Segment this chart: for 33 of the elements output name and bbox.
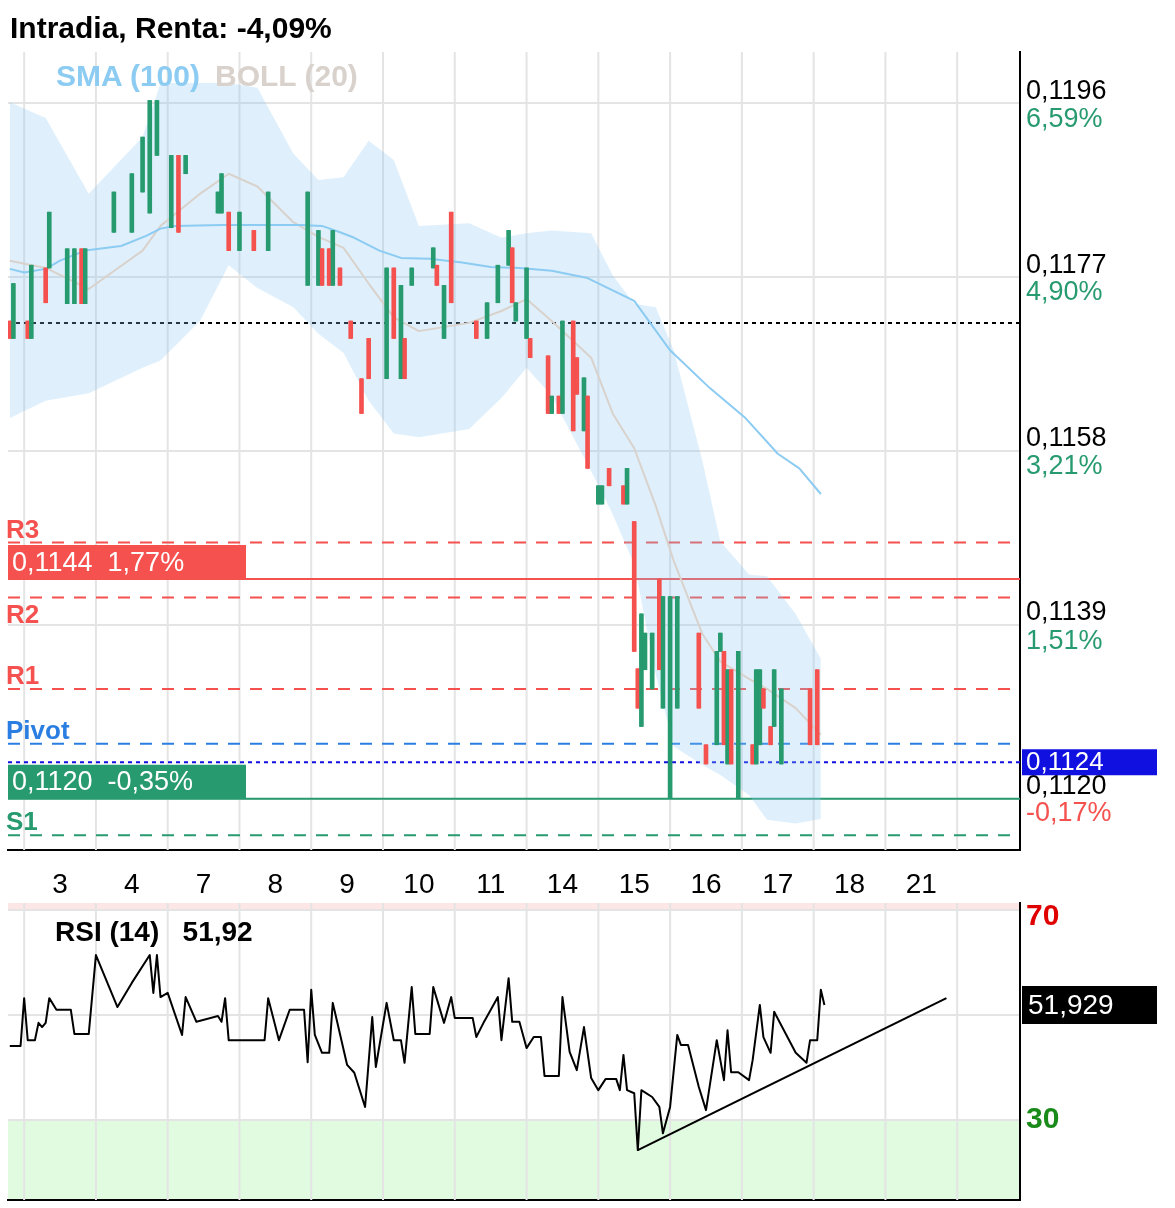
ref-line-label: R3 <box>6 513 40 544</box>
ref-line-label: R1 <box>6 659 40 690</box>
x-tick-label: 4 <box>124 867 140 899</box>
y2-tick-label: -0,17% <box>1026 797 1112 828</box>
y2-tick-label: 6,59% <box>1026 102 1103 133</box>
y-tick-label: 0,1196 <box>1026 74 1107 105</box>
y-tick-label: 30 <box>1026 1101 1060 1135</box>
ref-line-label: S1 <box>6 806 38 837</box>
x-tick-label: 8 <box>267 867 284 899</box>
y-tick-label: 0,1139 <box>1026 596 1107 627</box>
y2-tick-label: 1,51% <box>1026 624 1103 655</box>
chart-title: Intradia, Renta: -4,09% <box>10 11 332 45</box>
ref-line-label: R2 <box>6 599 40 630</box>
text: 51,929 <box>1028 988 1114 1020</box>
x-tick-label: 21 <box>905 867 937 899</box>
ref-line-label: 0,1144 1,77% <box>12 546 185 577</box>
x-tick-label: 16 <box>690 867 722 899</box>
y-tick-label: 70 <box>1026 898 1060 932</box>
y2-tick-label: 4,90% <box>1026 276 1103 307</box>
x-tick-label: 11 <box>476 867 506 899</box>
x-tick-label: 3 <box>52 867 68 899</box>
x-tick-label: 18 <box>833 867 866 899</box>
ref-line-label: Pivot <box>6 714 70 745</box>
x-tick-label: 15 <box>618 867 650 899</box>
x-tick-label: 10 <box>403 867 435 899</box>
text: RSI (14) 51,92 <box>55 915 253 947</box>
ref-line-label: 0,1120 -0,35% <box>12 766 194 797</box>
y-tick-label: 0,1177 <box>1026 248 1107 279</box>
x-tick-label: 9 <box>339 867 355 899</box>
x-tick-label: 17 <box>762 867 794 899</box>
x-tick-label: 14 <box>546 867 579 899</box>
text: SMA (100) <box>56 59 200 93</box>
x-tick-label: 7 <box>195 867 212 899</box>
